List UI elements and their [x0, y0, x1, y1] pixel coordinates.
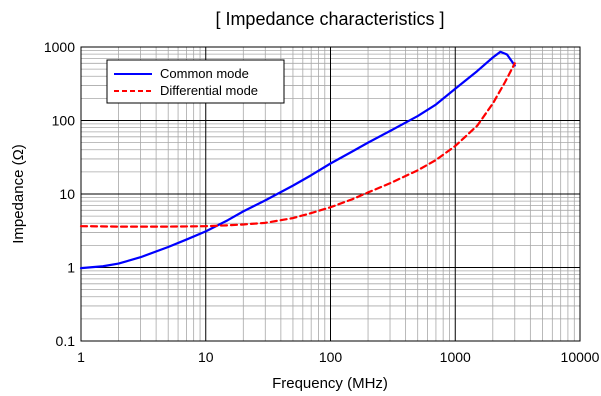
y-axis-title: Impedance (Ω) [10, 144, 27, 244]
x-tick-label: 10 [198, 349, 214, 365]
series-line-differential-mode [79, 62, 516, 228]
y-tick-label: 1 [67, 260, 75, 276]
series-lines [79, 50, 516, 270]
chart-title: [ Impedance characteristics ] [215, 9, 444, 29]
legend-label-common-mode: Common mode [160, 66, 249, 81]
legend-label-differential-mode: Differential mode [160, 83, 258, 98]
y-tick-label: 10 [59, 186, 75, 202]
x-axis-title: Frequency (MHz) [272, 375, 388, 392]
plot-frame [80, 46, 581, 342]
x-tick-label: 100 [319, 349, 343, 365]
legend: Common mode Differential mode [106, 59, 285, 104]
series-line-common-mode [79, 50, 516, 270]
y-tick-label: 100 [52, 113, 76, 129]
y-tick-label: 0.1 [56, 333, 76, 349]
y-tick-label: 1000 [44, 39, 75, 55]
x-tick-label: 1000 [440, 349, 471, 365]
legend-box [106, 59, 285, 104]
x-tick-label: 1 [77, 349, 85, 365]
x-tick-label: 10000 [561, 349, 600, 365]
